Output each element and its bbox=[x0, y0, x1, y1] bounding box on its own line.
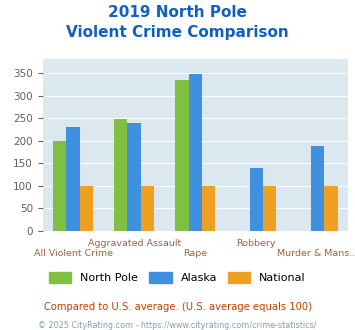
Text: © 2025 CityRating.com - https://www.cityrating.com/crime-statistics/: © 2025 CityRating.com - https://www.city… bbox=[38, 321, 317, 330]
Text: All Violent Crime: All Violent Crime bbox=[34, 249, 113, 258]
Text: Rape: Rape bbox=[183, 249, 207, 258]
Bar bbox=[324, 186, 338, 231]
Bar bbox=[66, 127, 80, 231]
Bar bbox=[175, 80, 189, 231]
Bar bbox=[202, 186, 215, 231]
Bar bbox=[263, 186, 277, 231]
Bar bbox=[141, 186, 154, 231]
Text: 2019 North Pole: 2019 North Pole bbox=[108, 5, 247, 20]
Text: Violent Crime Comparison: Violent Crime Comparison bbox=[66, 25, 289, 40]
Bar bbox=[80, 186, 93, 231]
Bar bbox=[311, 146, 324, 231]
Text: Aggravated Assault: Aggravated Assault bbox=[88, 239, 181, 248]
Text: Murder & Mans...: Murder & Mans... bbox=[277, 249, 355, 258]
Bar bbox=[53, 141, 66, 231]
Bar bbox=[250, 168, 263, 231]
Text: Robbery: Robbery bbox=[236, 239, 276, 248]
Legend: North Pole, Alaska, National: North Pole, Alaska, National bbox=[45, 268, 310, 288]
Text: Compared to U.S. average. (U.S. average equals 100): Compared to U.S. average. (U.S. average … bbox=[44, 302, 311, 312]
Bar bbox=[189, 74, 202, 231]
Bar bbox=[114, 119, 127, 231]
Bar bbox=[127, 123, 141, 231]
